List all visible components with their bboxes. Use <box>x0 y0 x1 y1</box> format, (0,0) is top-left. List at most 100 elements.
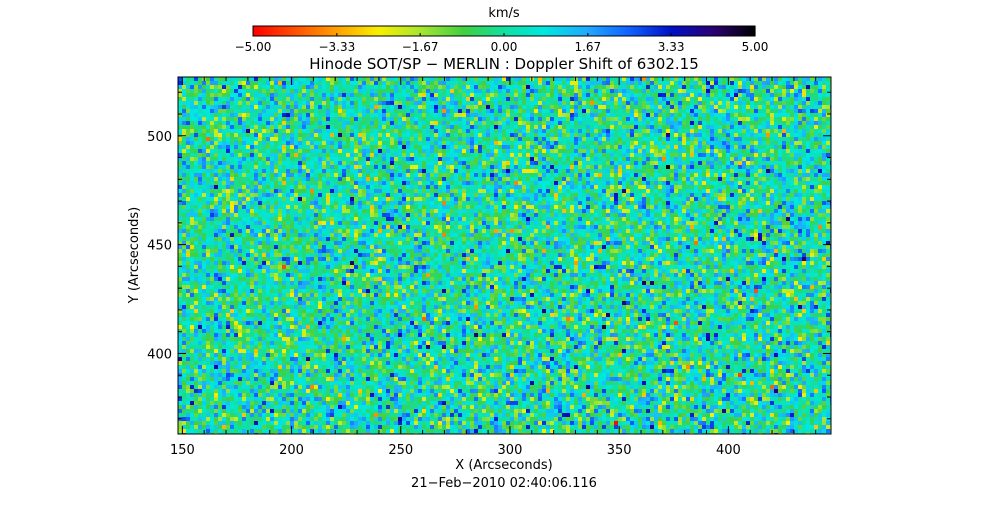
map-pixel <box>498 105 502 109</box>
map-pixel <box>770 89 774 93</box>
map-pixel <box>734 173 738 177</box>
map-pixel <box>414 85 418 89</box>
map-pixel <box>270 113 274 117</box>
map-pixel <box>674 81 678 85</box>
map-pixel <box>538 105 542 109</box>
map-pixel <box>682 177 686 181</box>
map-pixel <box>190 105 194 109</box>
map-pixel <box>254 133 258 137</box>
map-pixel <box>422 117 426 121</box>
map-pixel <box>498 121 502 125</box>
map-pixel <box>442 109 446 113</box>
map-pixel <box>618 117 622 121</box>
map-pixel <box>538 101 542 105</box>
colorbar: km/s −5.00 −3.33 −1.67 0.00 1.67 3.33 5.00 <box>235 6 769 54</box>
colorbar-swatch <box>477 26 480 36</box>
map-pixel <box>738 117 742 121</box>
map-pixel <box>242 105 246 109</box>
map-pixel <box>770 133 774 137</box>
map-pixel <box>318 85 322 89</box>
map-pixel <box>658 165 662 169</box>
map-pixel <box>798 141 802 145</box>
map-pixel <box>802 121 806 125</box>
map-pixel <box>626 85 630 89</box>
map-pixel <box>198 189 202 193</box>
map-pixel <box>646 109 650 113</box>
map-pixel <box>458 85 462 89</box>
map-pixel <box>618 177 622 181</box>
map-pixel <box>622 181 626 185</box>
map-pixel <box>346 141 350 145</box>
map-pixel <box>562 129 566 133</box>
colorbar-swatch <box>409 26 412 36</box>
map-pixel <box>558 121 562 125</box>
map-pixel <box>774 105 778 109</box>
map-pixel <box>510 189 514 193</box>
map-pixel <box>778 93 782 97</box>
colorbar-swatch <box>699 26 702 36</box>
map-pixel <box>686 121 690 125</box>
map-pixel <box>574 189 578 193</box>
map-pixel <box>546 101 550 105</box>
map-pixel <box>750 117 754 121</box>
map-pixel <box>294 161 298 165</box>
map-pixel <box>778 89 782 93</box>
map-pixel <box>434 177 438 181</box>
map-pixel <box>530 133 534 137</box>
map-pixel <box>358 77 362 81</box>
map-pixel <box>770 169 774 173</box>
map-pixel <box>382 129 386 133</box>
map-pixel <box>198 77 202 81</box>
map-pixel <box>790 113 794 117</box>
map-pixel <box>522 109 526 113</box>
map-pixel <box>826 89 830 93</box>
map-pixel <box>230 105 234 109</box>
map-pixel <box>322 81 326 85</box>
map-pixel <box>394 157 398 161</box>
map-pixel <box>490 129 494 133</box>
map-pixel <box>742 161 746 165</box>
map-pixel <box>694 105 698 109</box>
map-pixel <box>470 89 474 93</box>
map-pixel <box>262 165 266 169</box>
map-pixel <box>178 113 182 117</box>
map-pixel <box>390 101 394 105</box>
map-pixel <box>314 81 318 85</box>
map-pixel <box>506 153 510 157</box>
map-pixel <box>242 97 246 101</box>
map-pixel <box>690 109 694 113</box>
map-pixel <box>206 173 210 177</box>
map-pixel <box>682 113 686 117</box>
map-pixel <box>334 93 338 97</box>
map-pixel <box>694 177 698 181</box>
map-pixel <box>382 165 386 169</box>
colorbar-swatch <box>515 26 518 36</box>
map-pixel <box>470 169 474 173</box>
map-pixel <box>594 93 598 97</box>
map-pixel <box>590 89 594 93</box>
map-pixel <box>782 125 786 129</box>
map-pixel <box>826 113 830 117</box>
map-pixel <box>242 93 246 97</box>
map-pixel <box>714 157 718 161</box>
map-pixel <box>818 113 822 117</box>
map-pixel <box>234 149 238 153</box>
map-pixel <box>714 97 718 101</box>
map-pixel <box>462 97 466 101</box>
map-pixel <box>590 141 594 145</box>
map-pixel <box>370 93 374 97</box>
map-pixel <box>614 113 618 117</box>
map-pixel <box>406 181 410 185</box>
map-pixel <box>610 149 614 153</box>
map-pixel <box>786 149 790 153</box>
map-pixel <box>662 181 666 185</box>
map-pixel <box>822 165 826 169</box>
map-pixel <box>794 181 798 185</box>
map-pixel <box>282 149 286 153</box>
map-pixel <box>470 129 474 133</box>
map-pixel <box>278 113 282 117</box>
map-pixel <box>706 89 710 93</box>
colorbar-swatch <box>341 26 344 36</box>
map-pixel <box>538 177 542 181</box>
map-pixel <box>338 113 342 117</box>
